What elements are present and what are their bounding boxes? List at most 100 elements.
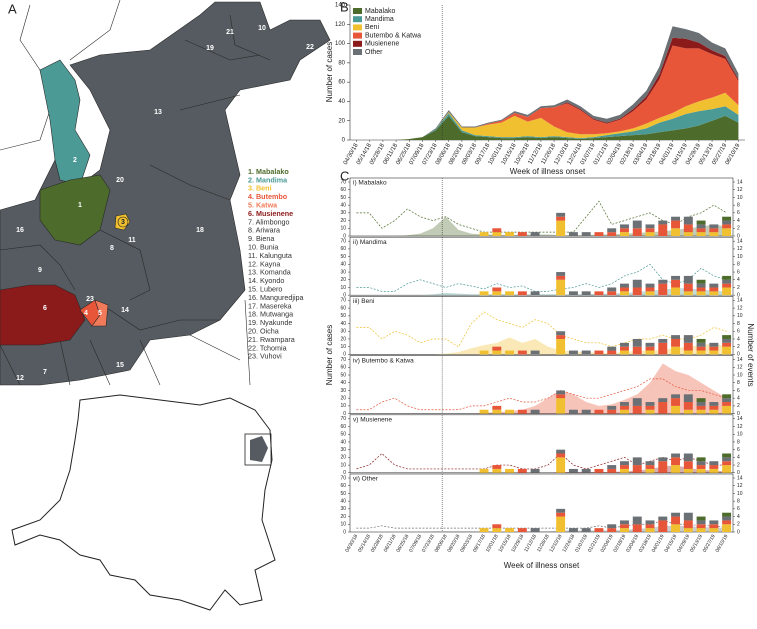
event-bar xyxy=(683,283,693,292)
event-bar xyxy=(632,287,642,296)
event-bar xyxy=(556,457,566,473)
event-bar xyxy=(620,409,629,414)
event-bar xyxy=(607,287,617,292)
event-bar xyxy=(530,350,540,355)
y2-tick-label: 4 xyxy=(737,277,740,283)
event-bar xyxy=(671,338,681,347)
zone-number: 19 xyxy=(206,45,214,52)
event-bar xyxy=(722,279,732,284)
event-bar xyxy=(709,520,719,525)
event-bar xyxy=(658,398,668,403)
zone-number: 22 xyxy=(306,44,314,51)
event-bar xyxy=(620,524,629,529)
x-axis-label: Week of illness onset xyxy=(510,167,586,176)
legend-label: Mandima xyxy=(365,16,394,23)
stacked-area xyxy=(356,106,739,140)
event-bar xyxy=(696,287,706,292)
y-tick-label: 60 xyxy=(340,483,346,489)
event-bar xyxy=(530,409,540,414)
event-bar xyxy=(556,338,566,355)
event-bar xyxy=(607,465,617,469)
event-bar xyxy=(556,279,566,296)
dashed-line xyxy=(356,311,727,348)
event-bar xyxy=(594,468,604,473)
event-bar xyxy=(607,346,617,351)
legend-label: Musienene xyxy=(365,41,399,48)
event-bar xyxy=(658,220,668,225)
event-bar xyxy=(683,461,693,469)
event-bar xyxy=(709,342,719,347)
zone-number: 10 xyxy=(258,25,266,32)
event-bar xyxy=(683,216,693,225)
panel-frame xyxy=(349,414,734,474)
panel-title: v) Musienene xyxy=(353,417,392,424)
y-tick-label: 50 xyxy=(340,491,346,497)
event-bar xyxy=(683,224,693,233)
y-tick-label: 120 xyxy=(335,22,346,28)
y2-tick-label: 0 xyxy=(737,293,740,299)
event-bar xyxy=(683,335,693,343)
event-bar xyxy=(581,291,591,296)
event-bar xyxy=(683,232,693,236)
event-bar xyxy=(696,346,706,351)
event-bar xyxy=(505,291,515,296)
event-bar xyxy=(620,461,629,466)
event-bar xyxy=(671,398,681,406)
event-bar xyxy=(620,346,629,351)
y2-tick-label: 12 xyxy=(737,424,743,430)
stacked-area xyxy=(356,92,739,140)
event-bar xyxy=(645,350,655,355)
y-tick-label: 50 xyxy=(340,254,346,260)
event-bar xyxy=(683,402,693,410)
y2-tick-label: 6 xyxy=(737,210,740,216)
y-tick-label: 10 xyxy=(340,403,346,409)
y-tick-label: 60 xyxy=(340,365,346,371)
event-bar xyxy=(709,287,719,292)
event-bar xyxy=(696,291,706,296)
event-bar xyxy=(620,232,629,236)
legend-swatch xyxy=(353,40,362,47)
event-bar xyxy=(645,405,655,410)
y2-tick-label: 14 xyxy=(737,239,743,245)
event-bar xyxy=(517,528,527,532)
event-bar xyxy=(722,402,732,406)
legend-entry: 14. Kyondo xyxy=(248,276,284,285)
y-tick-label: 0 xyxy=(343,470,346,476)
event-bar xyxy=(492,291,502,296)
event-bar xyxy=(607,524,617,529)
event-bar xyxy=(671,220,681,229)
panel-frame xyxy=(349,296,734,355)
event-bar xyxy=(568,232,578,236)
event-bar xyxy=(556,335,566,339)
event-bar xyxy=(620,520,629,525)
event-bar xyxy=(683,291,693,296)
zone-number: 20 xyxy=(116,177,124,184)
panel-frame xyxy=(349,355,734,414)
event-bar xyxy=(709,346,719,351)
y-tick-label: 20 xyxy=(340,514,346,520)
event-bar xyxy=(620,468,629,473)
zone-number: 23 xyxy=(86,296,94,303)
event-bar xyxy=(530,528,540,532)
y-tick-label: 40 xyxy=(338,99,345,105)
event-bar xyxy=(620,350,629,355)
event-bar xyxy=(709,405,719,410)
y2-tick-label: 12 xyxy=(737,365,743,371)
event-bar xyxy=(492,228,502,233)
event-bar xyxy=(568,528,578,532)
zone-number: 9 xyxy=(38,267,42,274)
event-bar xyxy=(683,520,693,529)
event-bar xyxy=(620,287,629,292)
y2-tick-label: 6 xyxy=(737,506,740,512)
y-tick-label: 70 xyxy=(340,239,346,245)
event-bar xyxy=(645,287,655,292)
zone-number: 16 xyxy=(16,227,24,234)
y-tick-label: 10 xyxy=(340,522,346,528)
panel-label: A xyxy=(8,1,17,16)
zone-katwa xyxy=(91,299,109,327)
legend-entry: 18. Mutwanga xyxy=(248,310,293,319)
y-tick-label: 50 xyxy=(340,372,346,378)
event-bar xyxy=(696,405,706,410)
inset-box xyxy=(244,433,272,466)
legend-entry: 19. Nyakunde xyxy=(248,318,292,327)
